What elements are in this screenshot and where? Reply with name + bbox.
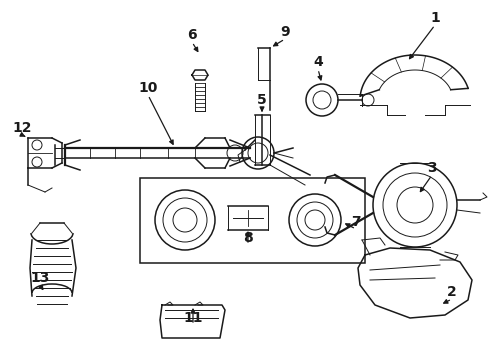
Text: 11: 11	[183, 311, 203, 325]
Text: 1: 1	[430, 11, 440, 25]
Text: 7: 7	[351, 215, 361, 229]
Bar	[140, 178, 365, 263]
Text: 5: 5	[257, 93, 267, 107]
Text: 10: 10	[138, 81, 158, 95]
Text: 3: 3	[427, 161, 437, 175]
Text: 2: 2	[447, 285, 457, 299]
Text: 13: 13	[30, 271, 49, 285]
Text: 12: 12	[12, 121, 32, 135]
Text: 9: 9	[280, 25, 290, 39]
Text: 8: 8	[243, 231, 253, 245]
Text: 4: 4	[313, 55, 323, 69]
Text: 6: 6	[187, 28, 197, 42]
